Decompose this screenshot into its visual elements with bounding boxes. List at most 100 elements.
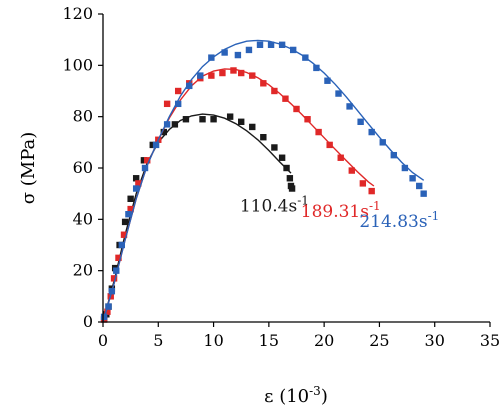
data-point [278,41,286,48]
data-point [401,164,409,172]
x-tick-label: 15 [259,331,279,350]
data-point [249,123,256,131]
data-point [152,141,160,149]
series-group [100,67,375,323]
x-tick-label: 35 [480,331,500,350]
data-point [149,141,156,149]
fit-curve [102,68,375,323]
data-point [293,105,300,113]
y-tick-label: 120 [62,4,93,23]
series-label: 214.83s-1 [359,209,439,232]
data-point [324,77,331,84]
data-point [357,118,364,125]
data-point [174,100,182,108]
data-point [348,167,355,174]
axes [102,14,490,323]
data-point [182,116,190,123]
data-point [288,185,296,192]
data-point [125,211,132,218]
data-point [234,51,242,59]
data-point [390,151,398,159]
data-point [121,218,129,226]
data-point [197,72,204,79]
fit-curve [102,113,292,323]
y-tick-label: 60 [73,158,93,177]
series-label: 189.31s-1 [301,199,381,222]
x-tick-label: 0 [98,331,108,350]
ticks: 0 5 10 15 20 25 30 35 0 20 40 60 80 100 120 [62,4,500,350]
data-point [127,195,134,202]
data-point [221,49,228,56]
data-point [368,128,375,136]
y-tick-label: 80 [73,107,93,126]
data-point [132,175,140,182]
data-point [210,116,217,123]
data-point [238,69,245,77]
data-point [368,187,375,195]
data-point [110,275,118,282]
data-point [186,82,193,90]
data-point [249,72,256,79]
data-point [420,190,427,197]
data-point [409,175,416,182]
y-tick-label: 100 [62,55,93,74]
data-point [120,231,128,238]
data-point [144,157,151,164]
data-point [245,46,253,54]
data-point [115,254,122,262]
data-point [219,69,226,77]
data-point [256,41,264,48]
data-point [163,121,171,128]
data-point [271,87,278,95]
data-point [335,90,342,97]
x-tick-label: 10 [203,331,223,350]
data-point [163,100,171,108]
data-point [304,116,311,123]
data-point [208,54,215,61]
data-point [286,175,294,182]
data-point [260,134,267,141]
data-point [289,46,297,54]
data-point [127,205,134,213]
data-point [199,116,206,123]
data-point [416,182,423,190]
data-point [140,157,148,164]
data-point [359,180,367,187]
y-tick-label: 40 [73,209,93,228]
data-point [100,313,108,321]
data-point [283,164,290,172]
x-tick-label: 30 [425,331,445,350]
y-tick-label: 0 [83,312,93,331]
y-tick-label: 20 [73,261,93,280]
data-point [141,164,149,172]
data-point [108,288,116,295]
data-point [267,41,275,48]
data-point [135,180,142,187]
data-point [208,72,215,79]
data-point [313,64,320,72]
data-point [278,154,286,161]
data-point [302,54,309,61]
data-point [379,139,386,146]
data-point [132,185,140,192]
series-label: 110.4s-1 [240,194,309,217]
data-point [160,128,168,136]
data-point [260,80,267,87]
series-group [100,39,427,323]
data-point [105,303,112,310]
data-point [282,95,289,102]
x-tick-label: 25 [369,331,389,350]
data-point [113,267,120,274]
series-group [100,113,296,323]
y-axis-label: σ (MPa) [18,132,39,205]
x-tick-label: 5 [153,331,163,350]
data-point [337,154,344,161]
data-point [174,87,182,95]
data-point [104,308,111,315]
data-point [230,67,237,74]
x-tick-label: 20 [314,331,334,350]
data-point [315,128,322,136]
x-axis-label: ε (10-3) [264,384,328,407]
data-point [226,113,234,120]
